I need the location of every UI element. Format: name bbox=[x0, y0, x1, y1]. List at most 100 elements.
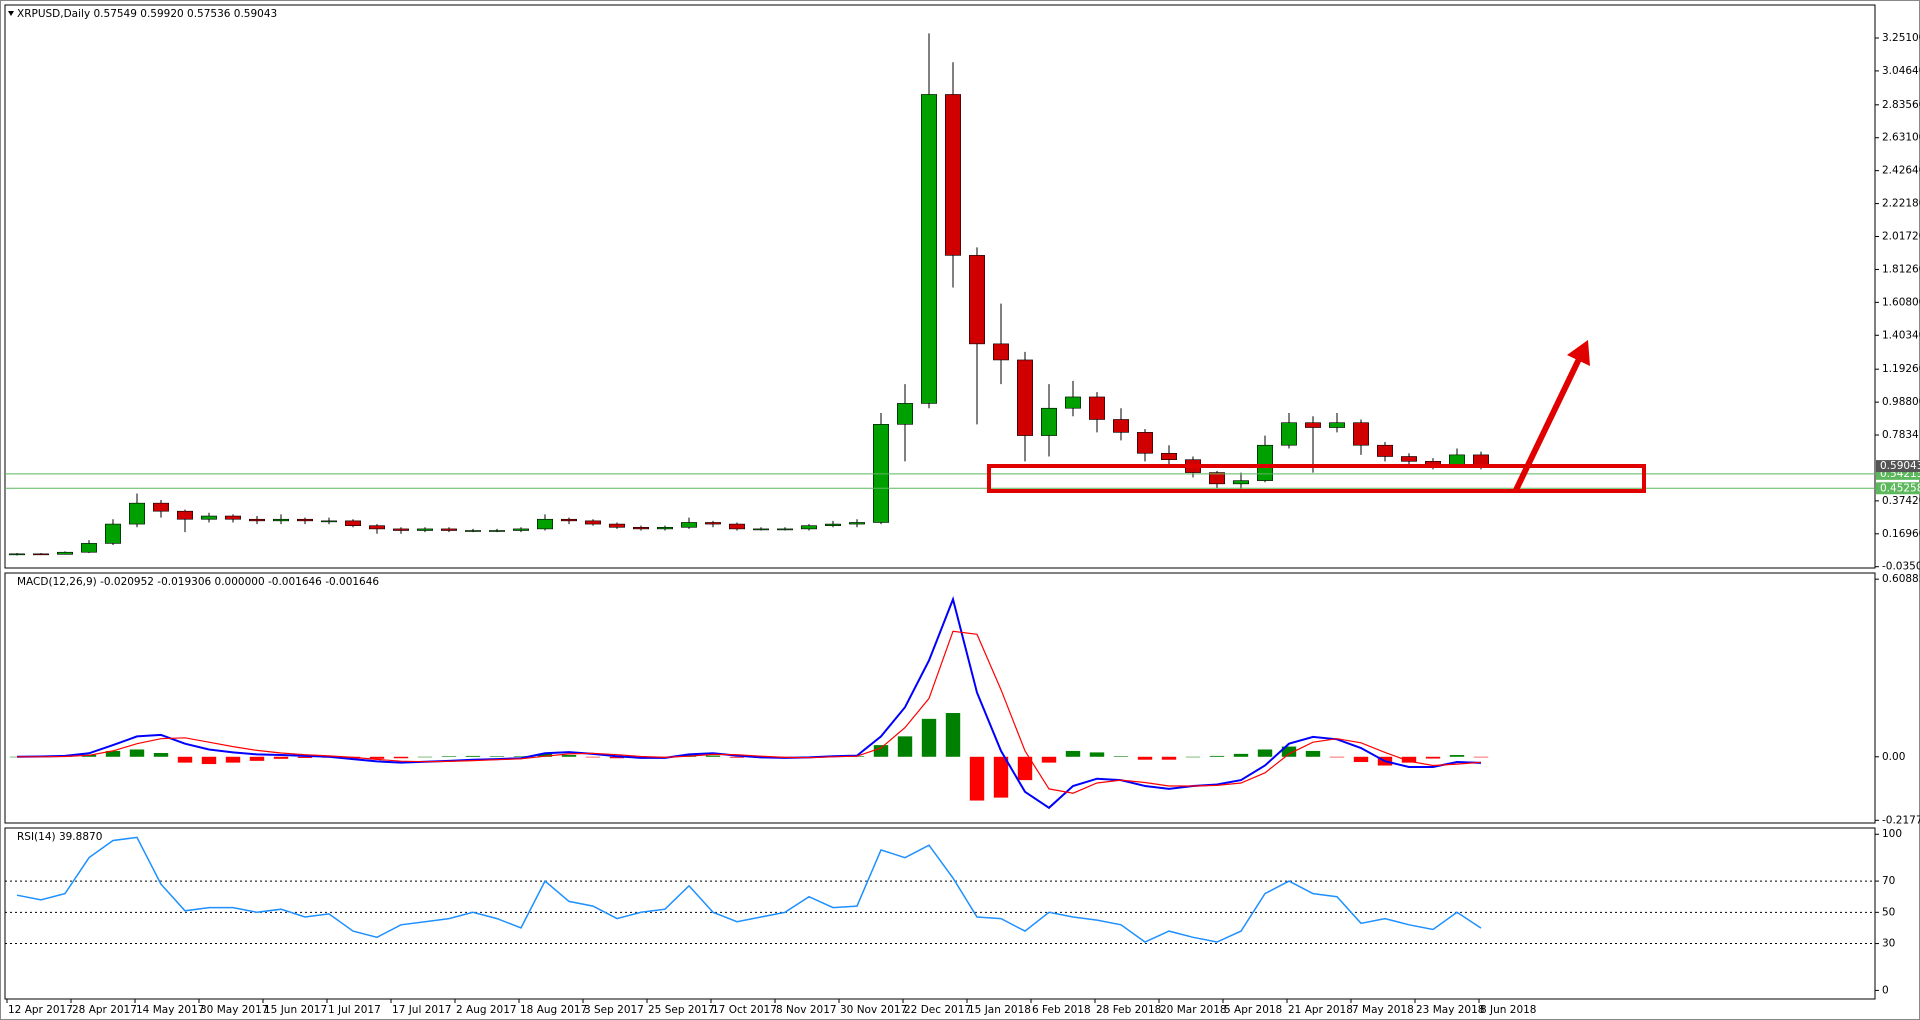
x-tick-label: 21 Apr 2018 bbox=[1288, 1004, 1353, 1016]
histogram-bar bbox=[1257, 749, 1273, 757]
level-label: 0.45258 bbox=[1880, 482, 1920, 494]
y-tick-label: 3.04640 bbox=[1882, 65, 1920, 77]
histogram-bar bbox=[369, 756, 385, 759]
x-tick-label: 14 May 2017 bbox=[136, 1004, 204, 1016]
candle-body bbox=[249, 518, 265, 522]
histogram-bar bbox=[1089, 752, 1105, 757]
support-box bbox=[987, 464, 1646, 493]
candle-body bbox=[1449, 454, 1465, 465]
rsi-line bbox=[16, 836, 1482, 943]
candle-body bbox=[201, 515, 217, 520]
histogram-bar bbox=[201, 756, 217, 765]
candle-body bbox=[489, 530, 505, 532]
arrow-shaft bbox=[1513, 357, 1582, 492]
x-tick-label: 17 Oct 2017 bbox=[712, 1004, 777, 1016]
menu-glyph bbox=[8, 11, 14, 16]
candle-body bbox=[417, 528, 433, 531]
y-tick-label: 2.01720 bbox=[1882, 231, 1920, 243]
candle-body bbox=[801, 525, 817, 530]
marks: 3.25100 3.04640 2.83560 2.63100 2.42640 2.221… bbox=[4, 4, 1920, 1016]
histogram-bar bbox=[1329, 756, 1345, 758]
candle-body bbox=[1281, 422, 1297, 446]
panel-frame bbox=[4, 572, 1876, 824]
candle-body bbox=[897, 403, 913, 425]
histogram-bar bbox=[1065, 750, 1081, 757]
histogram-bar bbox=[1185, 756, 1201, 758]
candle-body bbox=[1377, 444, 1393, 457]
candle-body bbox=[969, 255, 985, 345]
x-tick-label: 17 Jul 2017 bbox=[392, 1004, 451, 1016]
x-tick-label: 6 Feb 2018 bbox=[1032, 1004, 1091, 1016]
histogram-bar bbox=[921, 718, 937, 757]
candle-body bbox=[609, 523, 625, 528]
arrow-head bbox=[1567, 340, 1590, 366]
candle-body bbox=[945, 94, 961, 256]
candle-body bbox=[1137, 432, 1153, 454]
y-tick-label: 2.83560 bbox=[1882, 99, 1920, 111]
y-tick-label: 50 bbox=[1882, 906, 1895, 918]
candle-body bbox=[225, 515, 241, 520]
histogram-bar bbox=[1449, 755, 1465, 757]
histogram-bar bbox=[1161, 756, 1177, 760]
histogram-bar bbox=[1473, 756, 1489, 758]
candle-body bbox=[729, 523, 745, 530]
histogram-bar bbox=[585, 756, 601, 758]
histogram-bar bbox=[249, 756, 265, 761]
candle-body bbox=[585, 520, 601, 525]
candle-body bbox=[105, 523, 121, 544]
candle-body bbox=[681, 522, 697, 528]
candle-body bbox=[153, 502, 169, 512]
y-tick-label: 2.42640 bbox=[1882, 165, 1920, 177]
candle-body bbox=[369, 525, 385, 530]
candle-body bbox=[57, 551, 73, 555]
histogram-bar bbox=[273, 756, 289, 759]
candle-body bbox=[9, 553, 25, 556]
candle-body bbox=[753, 528, 769, 531]
y-tick-label: 1.81260 bbox=[1882, 263, 1920, 275]
macd-line bbox=[16, 596, 1482, 810]
histogram-bar bbox=[561, 755, 577, 757]
candle-body bbox=[345, 520, 361, 526]
histogram-bar bbox=[729, 756, 745, 758]
panel-frame bbox=[4, 827, 1876, 1000]
histogram-bar bbox=[105, 750, 121, 757]
histogram-bar bbox=[1281, 746, 1297, 757]
candle-body bbox=[561, 518, 577, 522]
histogram-bar bbox=[537, 753, 553, 757]
candle-body bbox=[297, 518, 313, 522]
panel-title: RSI(14) 39.8870 bbox=[17, 831, 102, 843]
candle-body bbox=[1353, 422, 1369, 446]
candle-body bbox=[1209, 472, 1225, 485]
x-tick-label: 25 Sep 2017 bbox=[648, 1004, 715, 1016]
x-tick-label: 30 May 2017 bbox=[200, 1004, 268, 1016]
x-tick-label: 22 Dec 2017 bbox=[904, 1004, 971, 1016]
y-tick-label: 2.22180 bbox=[1882, 198, 1920, 210]
histogram-bar bbox=[1425, 756, 1441, 759]
candle-body bbox=[825, 523, 841, 526]
x-tick-label: 30 Nov 2017 bbox=[840, 1004, 907, 1016]
x-tick-label: 15 Jan 2018 bbox=[968, 1004, 1031, 1016]
histogram-bar bbox=[297, 756, 313, 758]
y-tick-label: 1.60800 bbox=[1882, 296, 1920, 308]
y-tick-label: 100 bbox=[1882, 828, 1902, 840]
x-tick-label: 28 Feb 2018 bbox=[1096, 1004, 1161, 1016]
y-tick-label: 0.608853 bbox=[1882, 573, 1920, 585]
y-tick-label: 3.25100 bbox=[1882, 32, 1920, 44]
candle-body bbox=[1017, 359, 1033, 436]
candle-body bbox=[633, 526, 649, 530]
histogram-bar bbox=[225, 756, 241, 763]
candle-body bbox=[1089, 396, 1105, 420]
histogram-bar bbox=[1305, 750, 1321, 757]
histogram-bar bbox=[897, 736, 913, 757]
histogram-bar bbox=[153, 752, 169, 757]
y-tick-label: 0.16960 bbox=[1882, 528, 1920, 540]
candle-body bbox=[81, 543, 97, 553]
x-tick-label: 12 Apr 2017 bbox=[8, 1004, 73, 1016]
x-tick-label: 8 Jun 2018 bbox=[1480, 1004, 1536, 1016]
histogram-bar bbox=[417, 756, 433, 758]
candle-body bbox=[1305, 422, 1321, 428]
histogram-bar bbox=[465, 755, 481, 757]
x-tick-label: 7 May 2018 bbox=[1352, 1004, 1414, 1016]
candle-body bbox=[177, 510, 193, 520]
